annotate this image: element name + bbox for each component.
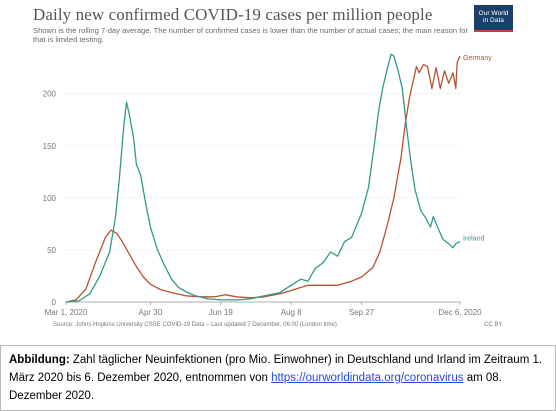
x-tick-label: Apr 30	[139, 308, 163, 317]
y-tick-label: 50	[47, 246, 56, 255]
source-line: Source: Johns Hopkins University CSSE CO…	[53, 322, 337, 328]
owid-logo[interactable]: Our World in Data	[474, 5, 513, 32]
figure-caption: Abbildung: Zahl täglicher Neuinfektionen…	[0, 345, 556, 411]
logo-line-1: Our World	[478, 10, 509, 17]
y-axis-ticks: 0 50 100 150 200	[43, 90, 57, 307]
caption-text: Zahl täglicher Neuinfektionen (pro Mio. …	[9, 354, 543, 384]
y-tick-label: 200	[43, 90, 57, 99]
x-tick-label: Mar 1, 2020	[45, 308, 88, 317]
chart-title: Daily new confirmed COVID-19 cases per m…	[33, 5, 433, 24]
x-tick-label: Jun 19	[209, 308, 234, 317]
series-layer	[65, 53, 461, 303]
series-line-ireland[interactable]	[65, 53, 461, 303]
caption-text-end: am 08. Dezember 2020.	[9, 372, 502, 402]
series-labels: Germany Ireland	[463, 55, 492, 242]
y-tick-label: 150	[43, 142, 57, 151]
license-label[interactable]: CC BY	[484, 322, 503, 328]
logo-line-2: in Data	[483, 17, 504, 25]
chart-panel: Daily new confirmed COVID-19 cases per m…	[33, 5, 513, 328]
grid-layer	[66, 93, 460, 303]
line-chart: 0 50 100 150 200 Mar 1, 2020 Apr 30 Jun 19 Aug …	[43, 53, 492, 317]
y-tick-label: 100	[43, 194, 57, 203]
x-axis-ticks: Mar 1, 2020 Apr 30 Jun 19 Aug 8 Sep 27 Dec 6,…	[45, 302, 482, 317]
caption-label: Abbildung:	[9, 354, 70, 366]
y-tick-label: 0	[52, 298, 57, 307]
source-link[interactable]: https://ourworldindata.org/coronavirus	[271, 372, 464, 384]
x-tick-label: Dec 6, 2020	[438, 308, 482, 317]
series-label-ireland: Ireland	[463, 236, 485, 243]
series-label-germany: Germany	[463, 55, 492, 62]
x-tick-label: Sep 27	[349, 308, 375, 317]
x-tick-label: Aug 8	[281, 308, 302, 317]
series-line-germany[interactable]	[65, 55, 461, 303]
chart-subtitle: Shown is the rolling 7-day average. The …	[33, 26, 469, 45]
